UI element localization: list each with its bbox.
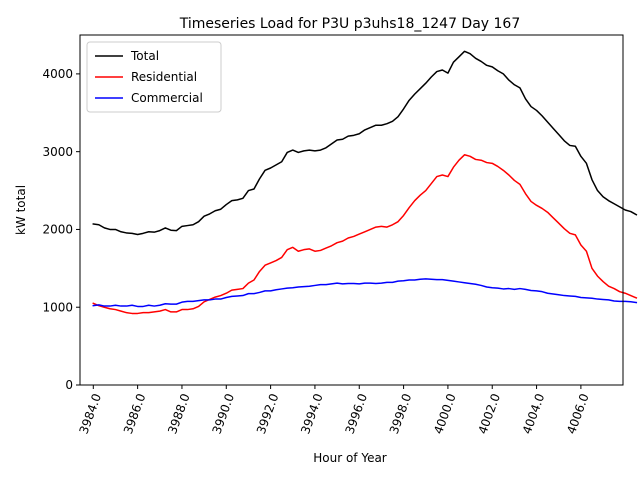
legend-label-residential: Residential — [131, 70, 197, 84]
x-axis-label: Hour of Year — [313, 451, 387, 465]
legend-box — [86, 41, 222, 113]
y-tick-label: 1000 — [42, 300, 73, 314]
y-tick-label: 3000 — [42, 145, 73, 159]
y-tick-label: 4000 — [42, 67, 73, 81]
series-line-commercial — [92, 278, 638, 308]
legend: Total Residential Commercial — [86, 41, 222, 113]
y-axis: 0 1000 2000 3000 4000 — [42, 67, 80, 392]
series-line-residential — [92, 154, 638, 315]
series-line-total — [92, 50, 638, 236]
y-tick-label: 0 — [65, 378, 73, 392]
y-axis-label: kW total — [14, 185, 28, 235]
legend-label-total: Total — [130, 49, 159, 63]
plot-frame — [79, 34, 624, 386]
chart-title: Timeseries Load for P3U p3uhs18_1247 Day… — [179, 16, 521, 32]
legend-label-commercial: Commercial — [131, 91, 203, 105]
y-tick-label: 2000 — [42, 223, 73, 237]
series-layer — [92, 50, 638, 315]
